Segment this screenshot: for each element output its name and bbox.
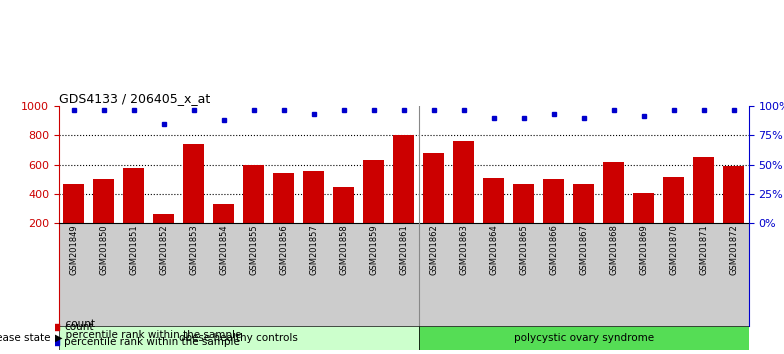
Text: GSM201851: GSM201851 <box>129 224 138 275</box>
Bar <box>543 179 564 223</box>
Text: GSM201871: GSM201871 <box>699 224 708 275</box>
Bar <box>599 223 629 326</box>
Text: disease state: disease state <box>0 333 51 343</box>
Bar <box>419 326 749 350</box>
Bar <box>509 223 539 326</box>
Bar <box>213 204 234 223</box>
Text: GSM201858: GSM201858 <box>339 224 348 275</box>
Bar <box>209 223 239 326</box>
Text: GSM201867: GSM201867 <box>579 224 588 275</box>
Text: GSM201861: GSM201861 <box>399 224 408 275</box>
Bar <box>179 223 209 326</box>
Bar <box>328 223 359 326</box>
Bar <box>453 141 474 223</box>
Text: GSM201864: GSM201864 <box>489 224 499 275</box>
Bar <box>93 179 114 223</box>
Bar <box>419 223 448 326</box>
Text: GSM201865: GSM201865 <box>519 224 528 275</box>
Text: GSM201870: GSM201870 <box>670 224 678 275</box>
Text: GSM201859: GSM201859 <box>369 224 378 275</box>
Bar <box>333 187 354 223</box>
Text: GDS4133 / 206405_x_at: GDS4133 / 206405_x_at <box>59 92 210 105</box>
Text: percentile rank within the sample: percentile rank within the sample <box>59 330 241 339</box>
Bar <box>693 157 714 223</box>
Bar <box>119 223 149 326</box>
Text: obese healthy controls: obese healthy controls <box>180 333 298 343</box>
Bar <box>389 223 419 326</box>
Text: GSM201849: GSM201849 <box>69 224 78 275</box>
Bar <box>514 184 534 223</box>
Bar <box>448 223 479 326</box>
Bar <box>479 223 509 326</box>
Text: GSM201868: GSM201868 <box>609 224 619 275</box>
Text: GSM201852: GSM201852 <box>159 224 169 275</box>
Bar <box>663 177 684 223</box>
Bar <box>539 223 568 326</box>
Bar <box>59 223 89 326</box>
Bar <box>183 144 205 223</box>
Bar <box>89 223 119 326</box>
Text: count: count <box>59 319 95 329</box>
Bar <box>303 171 325 223</box>
Bar <box>359 223 389 326</box>
Text: GSM201854: GSM201854 <box>220 224 228 275</box>
Text: GSM201853: GSM201853 <box>189 224 198 275</box>
Bar <box>363 160 384 223</box>
Bar <box>394 135 414 223</box>
Text: GSM201866: GSM201866 <box>550 224 558 275</box>
Bar <box>149 223 179 326</box>
Bar <box>64 184 85 223</box>
Bar <box>629 223 659 326</box>
Bar <box>123 168 144 223</box>
Text: GSM201850: GSM201850 <box>100 224 108 275</box>
Text: GSM201862: GSM201862 <box>430 224 438 275</box>
Bar <box>719 223 749 326</box>
Bar <box>274 173 294 223</box>
Text: percentile rank within the sample: percentile rank within the sample <box>64 337 240 348</box>
Bar <box>483 178 504 223</box>
Bar <box>603 162 624 223</box>
Text: GSM201856: GSM201856 <box>279 224 289 275</box>
Text: count: count <box>64 321 94 332</box>
Text: GSM201869: GSM201869 <box>639 224 648 275</box>
Bar <box>573 184 594 223</box>
Bar <box>59 326 419 350</box>
Bar <box>269 223 299 326</box>
Text: ▶: ▶ <box>55 333 63 343</box>
Bar <box>568 223 599 326</box>
Bar <box>299 223 328 326</box>
Bar <box>723 166 744 223</box>
Text: polycystic ovary syndrome: polycystic ovary syndrome <box>514 333 654 343</box>
Bar <box>154 215 174 223</box>
Bar <box>239 223 269 326</box>
Bar <box>688 223 719 326</box>
Bar <box>659 223 688 326</box>
Text: GSM201872: GSM201872 <box>729 224 739 275</box>
Bar <box>423 153 445 223</box>
Text: GSM201855: GSM201855 <box>249 224 258 275</box>
Text: GSM201857: GSM201857 <box>309 224 318 275</box>
Text: GSM201863: GSM201863 <box>459 224 468 275</box>
Bar <box>633 193 654 223</box>
Bar <box>243 165 264 223</box>
